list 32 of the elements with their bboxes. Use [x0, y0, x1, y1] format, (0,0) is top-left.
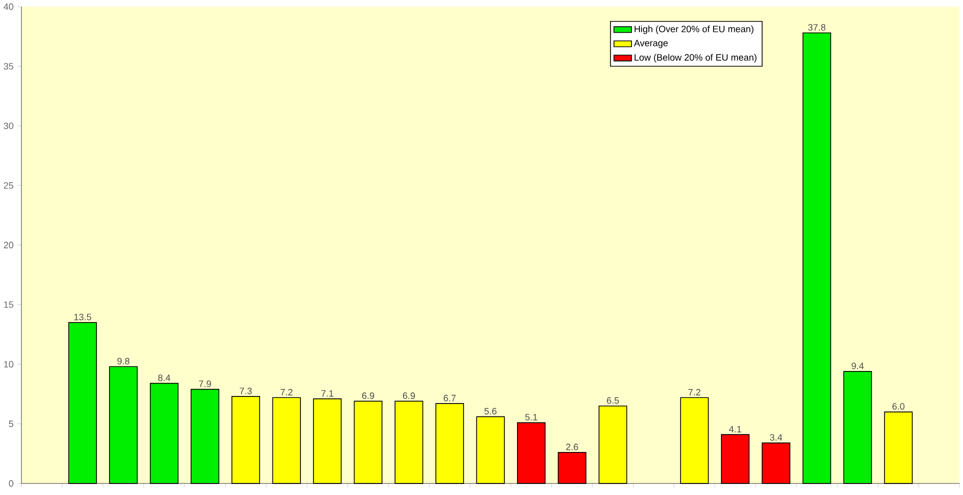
data-label: 9.8 [117, 358, 130, 365]
data-label: 6.9 [402, 392, 415, 400]
y-tick-label: 25 [4, 182, 14, 189]
y-tick-label: 15 [4, 302, 14, 308]
data-label: 37.8 [808, 24, 826, 31]
y-tick-label: 0 [8, 480, 14, 487]
legend-label: Average [634, 40, 668, 48]
data-label: 6.9 [362, 392, 374, 400]
data-label: 7.2 [280, 389, 292, 396]
data-label: 8.4 [158, 374, 170, 382]
legend-label: High (Over 20% of EU mean) [634, 26, 754, 34]
data-label: 6.0 [892, 403, 904, 410]
data-label: 7.3 [240, 388, 252, 394]
data-label: 6.5 [606, 397, 619, 404]
data-label: 5.1 [525, 414, 538, 421]
y-tick-label: 20 [4, 242, 14, 249]
data-label: 3.4 [770, 434, 782, 441]
data-label: 7.9 [199, 380, 211, 388]
data-label: 5.6 [484, 408, 497, 415]
data-label: 7.2 [688, 389, 700, 396]
y-tick-label: 35 [4, 63, 14, 70]
data-label: 6.7 [444, 395, 456, 402]
y-tick-label: 5 [8, 420, 14, 428]
legend-label: Low (Below 20% of EU mean) [634, 54, 756, 63]
data-label: 13.5 [74, 314, 92, 320]
y-tick-label: 10 [4, 361, 14, 368]
data-label: 9.4 [852, 362, 864, 370]
data-label: 7.1 [321, 390, 334, 397]
data-label: 2.6 [566, 444, 578, 450]
data-label: 4.1 [729, 426, 742, 433]
y-tick-label: 40 [4, 4, 14, 10]
y-tick-label: 30 [4, 122, 14, 130]
